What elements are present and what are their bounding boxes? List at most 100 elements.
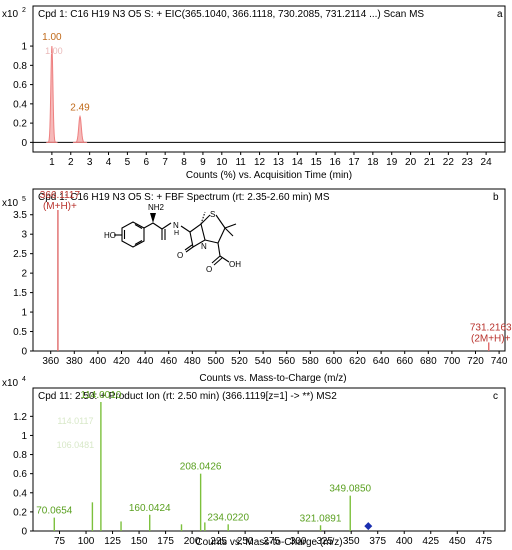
eic-y-tick-label: 0.8	[13, 61, 27, 72]
eic-scale-label: x10	[2, 9, 19, 20]
eic-x-tick-label: 14	[292, 157, 304, 168]
ms2-x-tick-label: 425	[422, 536, 439, 547]
ms-x-tick-label: 480	[184, 356, 201, 367]
ms2-x-tick-label: 325	[316, 536, 333, 547]
eic-x-tick-label: 20	[405, 157, 417, 168]
ms-chart-title: Cpd 1: C16 H19 N3 O5 S: + FBF Spectrum (…	[38, 192, 330, 203]
eic-y-tick-label: 1	[21, 42, 27, 53]
eic-peak-ghost-label: 1.00	[45, 46, 63, 56]
eic-peak-2	[72, 114, 88, 143]
ms-x-tick-label: 460	[160, 356, 177, 367]
ms-x-tick-label: 400	[90, 356, 107, 367]
ms-peak-mz-label: 366.1117	[40, 190, 81, 201]
eic-x-tick-label: 19	[386, 157, 398, 168]
ms2-peak-label: 70.0654	[36, 506, 73, 517]
ms2-x-tick-label: 200	[184, 536, 201, 547]
ms-x-tick-label: 420	[113, 356, 130, 367]
ms-x-tick-label: 680	[420, 356, 437, 367]
eic-x-tick-label: 4	[106, 157, 112, 168]
ms-chart-frame	[32, 188, 506, 352]
amoxicillin-structure-icon	[114, 211, 237, 266]
eic-x-tick-label: 8	[181, 157, 187, 168]
eic-panel-letter: a	[497, 9, 503, 20]
precursor-marker-icon	[364, 522, 373, 531]
ms-panel-letter: b	[493, 192, 499, 203]
ms2-y-tick-label: 1	[21, 431, 27, 442]
ms2-y-tick-label: 0.4	[13, 488, 27, 499]
ms-y-tick-label: 2	[21, 269, 27, 280]
eic-x-tick-label: 2	[68, 157, 74, 168]
eic-x-tick-label: 3	[87, 157, 93, 168]
ms-x-tick-label: 580	[302, 356, 319, 367]
ms2-spectrum-panel: Cpd 11: 2.50: + Product Ion (rt: 2.50 mi…	[2, 376, 506, 548]
eic-y-tick-label: 0	[21, 138, 27, 149]
eic-scale-exponent: 2	[22, 7, 26, 14]
ms2-peak-label: 349.0850	[329, 484, 371, 495]
ms2-peak-label: 321.0891	[300, 513, 342, 524]
eic-chart-panel: Cpd 1: C16 H19 N3 O5 S: + EIC(365.1040, …	[2, 5, 506, 181]
ms-y-tick-label: 1.5	[13, 288, 27, 299]
ms-y-tick-label: 3	[21, 230, 27, 241]
eic-peak-label: 2.49	[70, 102, 90, 113]
phenyl-ring	[121, 221, 145, 248]
ms2-x-axis-label: Counts vs. Mass-to-Charge (m/z)	[195, 537, 342, 548]
ms-x-tick-label: 560	[278, 356, 295, 367]
ms-x-tick-label: 660	[396, 356, 413, 367]
ms2-x-tick-label: 400	[396, 536, 413, 547]
eic-x-tick-label: 9	[200, 157, 206, 168]
ms2-y-tick-label: 0.8	[13, 450, 27, 461]
eic-x-tick-label: 17	[348, 157, 360, 168]
ms-x-tick-label: 720	[467, 356, 484, 367]
ms-y-tick-label: 3.5	[13, 210, 27, 221]
ms2-peak-label: 208.0426	[180, 462, 222, 473]
eic-x-tick-label: 6	[143, 157, 149, 168]
ms-x-tick-label: 440	[137, 356, 154, 367]
ms2-y-tick-label: 0.6	[13, 469, 27, 480]
ms2-x-tick-label: 300	[290, 536, 307, 547]
eic-x-tick-label: 12	[254, 157, 266, 168]
eic-x-tick-label: 11	[235, 157, 246, 168]
ms2-scale-label: x10	[2, 378, 19, 389]
structure-label-sulfur: S	[210, 210, 215, 219]
structure-label-h: H	[174, 230, 179, 237]
ms2-x-tick-label: 125	[104, 536, 121, 547]
ms-x-tick-label: 640	[373, 356, 390, 367]
eic-x-tick-label: 23	[462, 157, 474, 168]
ms2-x-tick-label: 75	[54, 536, 66, 547]
ms2-faint-label: 114.0117	[57, 416, 93, 426]
eic-x-tick-label: 15	[311, 157, 323, 168]
ms2-panel-letter: c	[493, 391, 498, 402]
ms2-y-tick-label: 1.2	[13, 412, 27, 423]
ms-x-tick-label: 740	[491, 356, 508, 367]
ms2-peak-label: 234.0220	[207, 512, 249, 523]
ms-scale-exponent: 5	[22, 196, 26, 203]
eic-x-tick-label: 18	[367, 157, 379, 168]
ms2-chart-frame	[32, 387, 506, 532]
ms-x-axis-label: Counts vs. Mass-to-Charge (m/z)	[199, 373, 346, 384]
structure-label-amine: NH2	[148, 203, 165, 212]
ms2-y-tick-label: 0.2	[13, 507, 27, 518]
eic-x-axis-label: Counts (%) vs. Acquisition Time (min)	[186, 170, 352, 181]
ms-x-tick-label: 520	[231, 356, 248, 367]
eic-x-tick-label: 24	[481, 157, 493, 168]
ms-x-tick-label: 500	[208, 356, 225, 367]
ms2-peak-label: 114.0010	[80, 390, 121, 401]
ms-y-tick-label: 0.5	[13, 327, 27, 338]
ms2-x-tick-label: 450	[449, 536, 466, 547]
ms-spectrum-panel: Cpd 1: C16 H19 N3 O5 S: + FBF Spectrum (…	[2, 188, 512, 384]
ms2-faint-label: 106.0481	[57, 440, 95, 450]
ms2-x-tick-label: 250	[237, 536, 254, 547]
ms-peak-mz-label: 731.2163	[470, 322, 512, 333]
eic-chart-title: Cpd 1: C16 H19 N3 O5 S: + EIC(365.1040, …	[38, 9, 424, 20]
ms2-x-tick-label: 100	[78, 536, 95, 547]
ms-y-tick-label: 2.5	[13, 249, 27, 260]
ms-peak-ion-label: (M+H)+	[43, 201, 77, 212]
ms-x-tick-label: 620	[349, 356, 366, 367]
ms-x-tick-label: 540	[255, 356, 272, 367]
ms-scale-label: x10	[2, 198, 19, 209]
eic-peak-label: 1.00	[42, 32, 62, 43]
ms-y-tick-label: 1	[21, 308, 27, 319]
ms-x-tick-label: 360	[42, 356, 59, 367]
eic-chart-frame	[32, 5, 506, 153]
eic-x-tick-label: 7	[162, 157, 168, 168]
